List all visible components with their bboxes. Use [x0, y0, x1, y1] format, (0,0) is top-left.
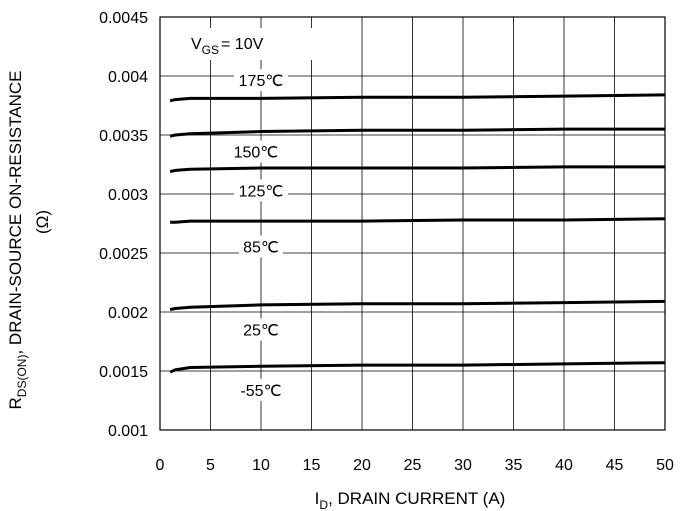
- x-tick-label: 5: [206, 457, 215, 474]
- y-tick-label: 0.0045: [99, 10, 148, 27]
- x-tick-label: 35: [505, 457, 523, 474]
- x-tick-label: 30: [454, 457, 472, 474]
- y-axis-title: RDS(ON), DRAIN-SOURCE ON-RESISTANCE: [6, 71, 29, 410]
- y-tick-label: 0.003: [108, 187, 148, 204]
- series-line: [169, 127, 665, 138]
- curve-label-box: [234, 378, 288, 401]
- y-tick-label: 0.001: [108, 423, 148, 440]
- y-tick-label: 0.004: [108, 69, 148, 86]
- curve-label-layer: 175℃ 150℃ 125℃ 85℃ 25℃ -55℃: [185, 28, 320, 401]
- vgs-condition-label: VGS = 10V: [191, 36, 264, 57]
- series-layer: [169, 93, 666, 374]
- x-tick-label: 50: [656, 457, 674, 474]
- curve-label: 85℃: [243, 240, 279, 257]
- y-tick-label: 0.002: [108, 305, 148, 322]
- y-tick-label: 0.0025: [99, 246, 148, 263]
- series-line: [169, 361, 666, 374]
- y-axis-unit: (Ω): [33, 210, 52, 234]
- curve-label: 25℃: [243, 323, 279, 340]
- series-line: [169, 93, 666, 103]
- curve-label-box: [239, 318, 283, 341]
- x-tick-label: 20: [353, 457, 371, 474]
- x-tick-label: 40: [555, 457, 573, 474]
- x-tick-label: 10: [252, 457, 270, 474]
- series-line: [169, 299, 666, 312]
- series-line: [170, 217, 666, 224]
- curve-label-box: [234, 179, 288, 202]
- curve-label: -55℃: [240, 383, 281, 400]
- x-tick-label: 45: [606, 457, 624, 474]
- tick-label-layer: 0 5 10 15 20 25 30 35 40 45 50 0.0045 0.004 0.0035 0.0…: [99, 10, 674, 474]
- curve-label-box: [228, 140, 283, 163]
- curve-label-box: [239, 235, 283, 258]
- curve-label: 175℃: [239, 73, 284, 90]
- y-tick-label: 0.0015: [99, 364, 148, 381]
- series-line: [169, 165, 665, 174]
- x-tick-label: 15: [303, 457, 321, 474]
- curve-label: 150℃: [234, 145, 279, 162]
- x-tick-label: 0: [156, 457, 165, 474]
- curve-label-box: [234, 69, 288, 92]
- y-tick-label: 0.0035: [99, 128, 148, 145]
- x-axis-title: ID, DRAIN CURRENT (A): [315, 489, 506, 511]
- condition-label-box: [185, 28, 320, 60]
- x-tick-label: 25: [404, 457, 422, 474]
- curve-label: 125℃: [239, 183, 284, 200]
